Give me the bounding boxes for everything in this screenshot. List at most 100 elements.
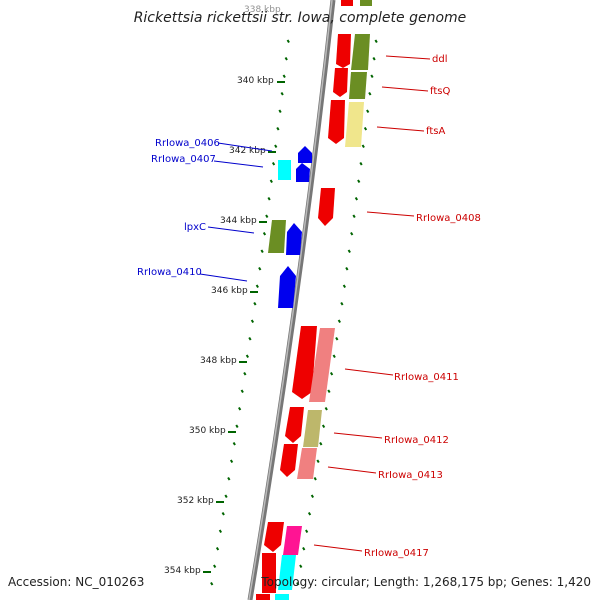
gene-feature[interactable] <box>286 223 302 255</box>
rail-tick <box>307 511 312 516</box>
gene-feature[interactable] <box>256 594 270 600</box>
gene-RrIowa_0412[interactable] <box>285 407 304 443</box>
gene-feature[interactable] <box>309 328 335 402</box>
kbp-label: 354 kbp <box>164 566 201 576</box>
rail-tick <box>370 74 374 79</box>
rail-tick <box>337 319 341 324</box>
rail-tick <box>316 459 320 464</box>
gene-label-RrIowa_0411[interactable]: RrIowa_0411 <box>394 372 459 383</box>
gene-RrIowa_0407[interactable] <box>296 163 310 182</box>
kbp-label: 340 kbp <box>237 76 274 86</box>
rail-tick <box>262 231 267 236</box>
rail-tick <box>248 336 252 341</box>
gene-feature[interactable] <box>345 102 364 147</box>
gene-ddl[interactable] <box>336 34 351 68</box>
rail-tick <box>324 406 328 411</box>
gene-feature[interactable] <box>262 553 276 593</box>
rail-tick <box>310 494 315 499</box>
gene-feature[interactable] <box>275 594 289 600</box>
genome-backbone <box>247 0 336 600</box>
rail-tick <box>238 406 242 411</box>
rail-tick <box>258 266 262 271</box>
leader-line <box>333 432 383 439</box>
rail-tick <box>232 441 236 446</box>
gene-label-ddl[interactable]: ddl <box>432 54 447 65</box>
left-features <box>268 146 312 308</box>
gene-label-RrIowa_0413[interactable]: RrIowa_0413 <box>378 470 443 481</box>
rail-tick <box>284 56 288 61</box>
gene-RrIowa_0411[interactable] <box>292 326 317 399</box>
rail-tick <box>352 214 356 219</box>
gene-label-ftsA[interactable]: ftsA <box>426 126 445 137</box>
topology-text: Topology: circular; Length: 1,268,175 bp… <box>261 575 591 589</box>
rail-tick <box>299 564 303 569</box>
gene-feature[interactable] <box>278 555 296 590</box>
gene-feature[interactable] <box>297 448 317 479</box>
rail-tick <box>260 249 264 254</box>
kbp-label: 342 kbp <box>229 146 266 156</box>
rail-tick <box>347 249 351 254</box>
rail-tick <box>253 301 257 306</box>
gene-RrIowa_0417[interactable] <box>264 522 284 552</box>
leader-line <box>199 273 248 282</box>
rail-tick <box>302 546 306 551</box>
gene-RrIowa_0413[interactable] <box>280 444 298 477</box>
rail-tick <box>255 284 259 289</box>
gene-label-RrIowa_0408[interactable]: RrIowa_0408 <box>416 213 481 224</box>
rail-tick <box>267 196 271 201</box>
gene-label-lpxC[interactable]: lpxC <box>184 222 206 233</box>
gene-ftsQ[interactable] <box>333 68 348 97</box>
kbp-label: 344 kbp <box>220 216 257 226</box>
gene-feature[interactable] <box>341 0 353 6</box>
gene-label-ftsQ[interactable]: ftsQ <box>430 86 450 97</box>
gene-lpxC[interactable] <box>268 220 286 253</box>
gene-RrIowa_0406[interactable] <box>298 146 312 163</box>
rail-tick <box>374 39 378 44</box>
gene-feature[interactable] <box>303 410 322 447</box>
rail-tick <box>345 266 349 271</box>
rail-tick <box>366 109 370 114</box>
gene-label-RrIowa_0410[interactable]: RrIowa_0410 <box>137 267 202 278</box>
leader-line <box>313 544 363 552</box>
leader-line <box>366 211 415 217</box>
rail-tick <box>332 354 336 359</box>
rail-tick <box>269 179 273 184</box>
rail-tick <box>229 459 234 464</box>
gene-feature[interactable] <box>351 34 370 70</box>
gene-RrIowa_0408[interactable] <box>318 188 335 226</box>
gene-label-RrIowa_0407[interactable]: RrIowa_0407 <box>151 154 216 165</box>
gene-label-RrIowa_0417[interactable]: RrIowa_0417 <box>364 548 429 559</box>
rail-tick <box>372 56 376 61</box>
gene-feature[interactable] <box>283 526 302 555</box>
rail-tick <box>210 581 214 586</box>
kbp-label: 352 kbp <box>177 496 214 506</box>
rail-tick <box>296 581 300 586</box>
kbp-label: 350 kbp <box>189 426 226 436</box>
rail-tick <box>271 161 276 166</box>
gene-RrIowa_0410[interactable] <box>278 266 296 308</box>
rail-tick <box>245 354 250 359</box>
rail-tick <box>321 424 326 429</box>
gene-label-RrIowa_0406[interactable]: RrIowa_0406 <box>155 138 220 149</box>
gene-ftsA[interactable] <box>328 100 345 144</box>
rail-tick <box>280 91 284 96</box>
rail-tick <box>350 231 354 236</box>
rail-tick <box>278 109 282 114</box>
rail-tick <box>227 476 231 481</box>
leader-line <box>344 368 394 376</box>
kbp-scale: 338 kbp 340 kbp 342 kbp 344 kbp 346 kbp … <box>164 5 285 576</box>
rail-tick <box>329 371 334 376</box>
rail-tick <box>243 371 247 376</box>
gene-label-RrIowa_0412[interactable]: RrIowa_0412 <box>384 435 449 446</box>
kbp-label: 348 kbp <box>200 356 237 366</box>
rail-tick <box>286 39 290 44</box>
gene-feature[interactable] <box>278 160 291 180</box>
kbp-label: 346 kbp <box>211 286 248 296</box>
kbp-label: 338 kbp <box>244 5 281 15</box>
rail-tick <box>361 144 365 149</box>
rail-tick <box>282 74 286 79</box>
rail-tick <box>218 529 223 534</box>
gene-feature[interactable] <box>360 0 372 6</box>
gene-feature[interactable] <box>349 72 367 99</box>
